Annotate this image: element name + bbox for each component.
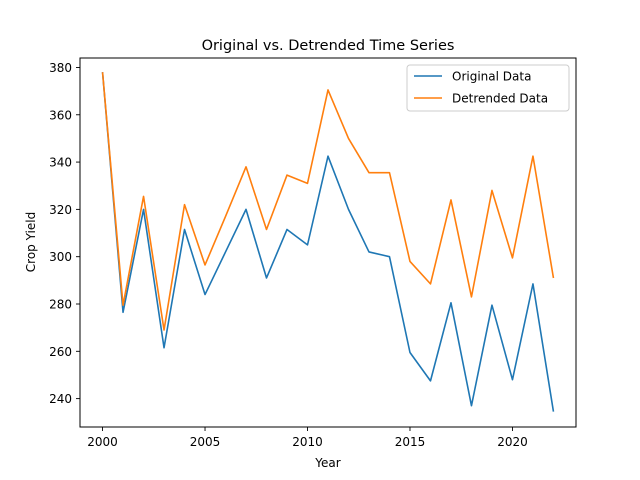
legend-label-detrended: Detrended Data <box>452 92 548 106</box>
y-tick-label: 260 <box>49 345 72 359</box>
y-tick-label: 320 <box>49 203 72 217</box>
y-tick-label: 360 <box>49 108 72 122</box>
x-tick-label: 2000 <box>87 435 118 449</box>
y-tick-label: 340 <box>49 156 72 170</box>
chart-title: Original vs. Detrended Time Series <box>202 38 455 54</box>
x-tick-label: 2005 <box>190 435 221 449</box>
x-tick-label: 2015 <box>395 435 426 449</box>
series-line-original <box>101 72 555 412</box>
x-axis-label: Year <box>314 456 340 470</box>
x-axis-ticks: 2000 2005 2010 2015 2020 <box>87 427 528 449</box>
y-axis-label: Crop Yield <box>24 212 38 272</box>
y-tick-label: 380 <box>49 61 72 75</box>
y-axis-ticks: 240 260 280 300 320 340 360 380 <box>49 61 80 406</box>
series-line-detrended <box>101 72 555 331</box>
plot-frame <box>79 57 577 428</box>
y-tick-label: 280 <box>49 298 72 312</box>
x-tick-label: 2010 <box>292 435 323 449</box>
legend-box <box>406 64 570 112</box>
x-tick-label: 2020 <box>497 435 528 449</box>
legend: Original Data Detrended Data <box>406 64 570 112</box>
y-tick-label: 240 <box>49 392 72 406</box>
legend-label-original: Original Data <box>452 70 531 84</box>
series-lines <box>101 72 555 412</box>
y-tick-label: 300 <box>49 250 72 264</box>
